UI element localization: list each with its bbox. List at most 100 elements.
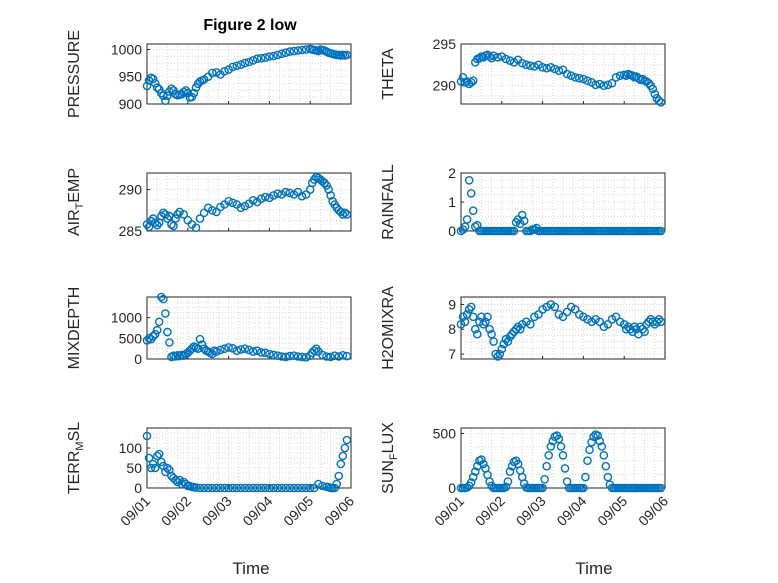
data-point bbox=[538, 483, 547, 493]
data-point bbox=[150, 463, 160, 473]
data-point bbox=[152, 451, 162, 461]
subplot-rainfall: 0 1 2 RAINFALL bbox=[380, 164, 666, 240]
data-point bbox=[554, 434, 564, 444]
data-point bbox=[240, 483, 250, 493]
data-point bbox=[142, 336, 152, 345]
data-point bbox=[142, 431, 152, 441]
figure-title: Figure 2 low bbox=[203, 17, 297, 34]
data-point bbox=[189, 88, 199, 98]
data-point bbox=[550, 302, 560, 312]
data-point bbox=[579, 483, 588, 493]
data-point bbox=[338, 451, 348, 461]
subplot-mixdepth: 0 500 1000 MIXDEPTH bbox=[66, 287, 352, 369]
data-point bbox=[485, 477, 494, 486]
data-point bbox=[309, 346, 319, 356]
y-axis-label-sun-flux: SUNFLUX bbox=[380, 422, 400, 494]
data-point bbox=[281, 187, 291, 197]
data-point bbox=[493, 352, 503, 361]
data-point bbox=[546, 63, 556, 72]
subplot-air-temp: 285 290 AIRTEMP bbox=[66, 168, 352, 239]
x-tick-label: 09/02 bbox=[472, 493, 508, 529]
data-point bbox=[248, 56, 258, 65]
data-point bbox=[575, 73, 584, 83]
x-tick-label: 09/03 bbox=[513, 493, 549, 529]
data-point bbox=[464, 175, 474, 185]
data-point bbox=[142, 81, 152, 91]
data-point bbox=[491, 349, 501, 359]
data-point bbox=[244, 483, 254, 493]
data-point bbox=[305, 483, 315, 493]
y-tick-label: 8 bbox=[448, 321, 456, 337]
data-point bbox=[150, 218, 160, 227]
y-tick-label: 7 bbox=[448, 346, 456, 362]
data-point bbox=[260, 483, 270, 493]
data-point bbox=[464, 305, 474, 314]
data-point bbox=[191, 223, 201, 232]
data-point bbox=[293, 483, 303, 493]
data-point bbox=[456, 77, 466, 86]
y-tick-label: 500 bbox=[119, 330, 143, 346]
data-point bbox=[326, 352, 335, 362]
data-point bbox=[171, 475, 180, 485]
data-point bbox=[236, 60, 246, 69]
data-point bbox=[220, 483, 229, 493]
data-point bbox=[163, 214, 172, 223]
data-point bbox=[472, 329, 482, 339]
data-point bbox=[183, 215, 193, 225]
data-point bbox=[519, 216, 529, 226]
data-point bbox=[530, 62, 539, 71]
data-point bbox=[240, 58, 250, 68]
data-point bbox=[216, 345, 225, 355]
data-point bbox=[487, 53, 496, 63]
subplot-pressure: 900 950 1000 PRESSURE bbox=[66, 30, 352, 118]
data-point bbox=[171, 214, 180, 223]
data-point bbox=[601, 461, 611, 471]
data-point bbox=[334, 471, 344, 481]
data-point bbox=[589, 432, 598, 442]
data-point bbox=[481, 317, 490, 327]
data-point bbox=[301, 190, 311, 199]
data-point bbox=[654, 314, 664, 324]
data-point bbox=[156, 457, 166, 467]
data-point bbox=[289, 46, 299, 56]
y-tick-label: 100 bbox=[119, 440, 143, 456]
data-point bbox=[154, 317, 164, 327]
data-point bbox=[207, 68, 217, 78]
data-point bbox=[330, 483, 340, 493]
data-point bbox=[493, 53, 503, 62]
data-point bbox=[542, 461, 552, 471]
data-point bbox=[212, 483, 221, 493]
data-point bbox=[495, 349, 505, 359]
data-point bbox=[158, 91, 168, 101]
data-point bbox=[269, 350, 278, 360]
data-point bbox=[517, 58, 527, 68]
data-point bbox=[203, 483, 213, 493]
data-point bbox=[265, 349, 274, 359]
data-point bbox=[146, 216, 156, 226]
axes-box bbox=[460, 427, 666, 489]
data-point bbox=[273, 351, 282, 361]
data-point bbox=[583, 76, 592, 85]
data-point bbox=[179, 87, 188, 97]
y-tick-label: 290 bbox=[119, 182, 143, 198]
data-point bbox=[550, 64, 560, 74]
x-tick-label: 09/02 bbox=[158, 493, 194, 529]
data-point bbox=[216, 483, 225, 493]
data-point bbox=[538, 63, 547, 72]
data-point bbox=[144, 453, 154, 463]
data-point bbox=[570, 305, 580, 314]
data-point bbox=[212, 347, 221, 356]
data-point bbox=[340, 443, 350, 453]
x-tick-label: 09/01 bbox=[117, 493, 153, 529]
data-point bbox=[256, 53, 266, 63]
data-point bbox=[269, 51, 278, 61]
data-point bbox=[621, 71, 631, 80]
data-point bbox=[599, 450, 609, 460]
data-point bbox=[342, 50, 352, 60]
data-point bbox=[656, 226, 666, 236]
data-point bbox=[595, 79, 605, 89]
data-point bbox=[501, 482, 511, 492]
data-point bbox=[289, 351, 299, 361]
data-point bbox=[570, 73, 580, 82]
